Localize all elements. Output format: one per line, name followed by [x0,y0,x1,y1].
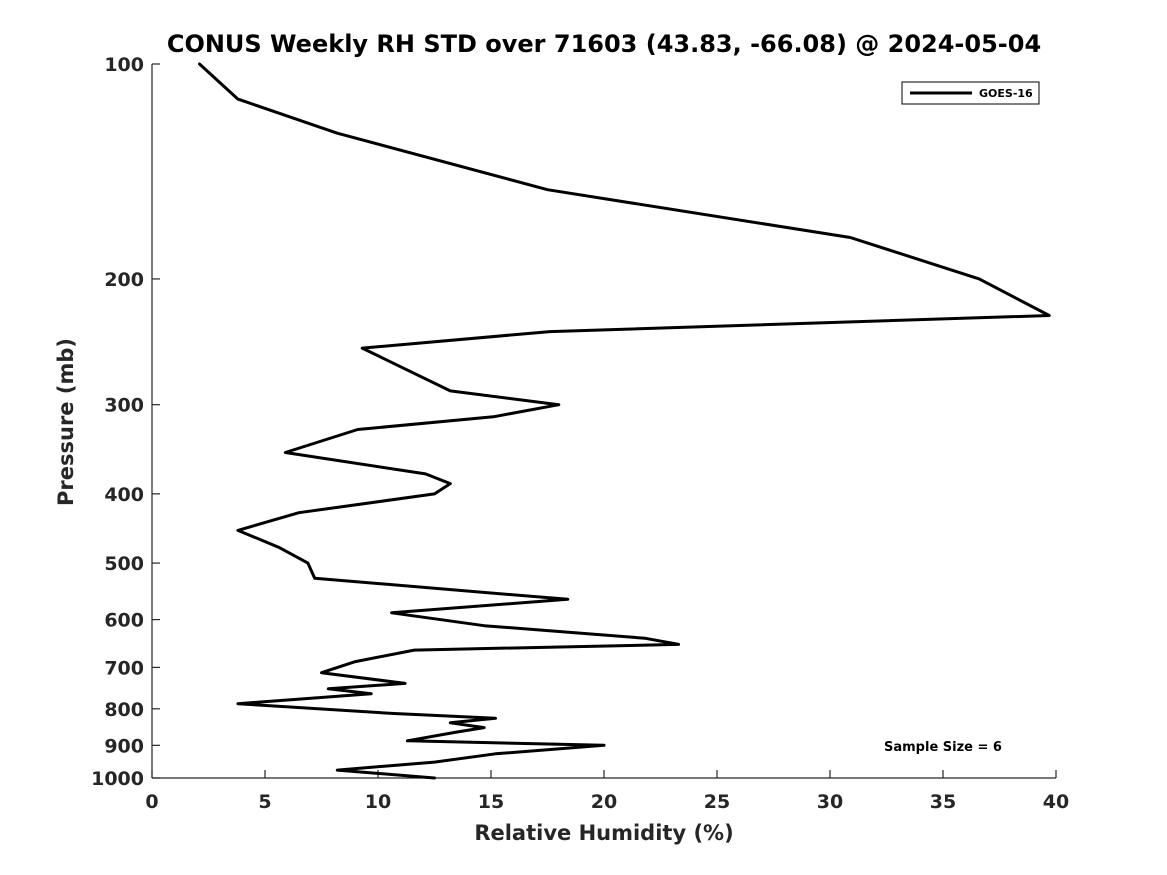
y-tick-label: 100 [104,54,144,76]
x-tick-label: 5 [258,791,271,813]
y-tick-label: 200 [104,269,144,291]
y-tick-label: 800 [104,699,144,721]
x-tick-label: 40 [1043,791,1069,813]
x-axis-label: Relative Humidity (%) [474,821,733,845]
y-tick-label: 500 [104,553,144,575]
series-line-goes-16 [198,62,1051,780]
y-tick-label: 900 [104,735,144,757]
x-tick-label: 0 [145,791,158,813]
y-tick-label: 700 [104,657,144,679]
x-tick-label: 35 [930,791,956,813]
legend-entry-goes-16: GOES-16 [979,87,1033,100]
x-tick-label: 25 [704,791,730,813]
x-tick-label: 10 [365,791,391,813]
plot-area: 0 5 10 15 20 25 30 35 40 100 200 300 400 500 600 700 800… [91,54,1069,813]
x-tick-label: 20 [591,791,617,813]
x-tick-label: 30 [817,791,843,813]
x-tick-label: 15 [478,791,504,813]
sample-size-annotation: Sample Size = 6 [884,740,1002,755]
y-tick-label: 600 [104,610,144,632]
y-tick-label: 400 [104,484,144,506]
chart-title: CONUS Weekly RH STD over 71603 (43.83, -… [167,30,1041,58]
legend: GOES-16 [901,81,1040,105]
y-tick-label: 300 [104,395,144,417]
y-tick-label: 1000 [91,768,144,790]
y-axis-label: Pressure (mb) [54,338,78,506]
